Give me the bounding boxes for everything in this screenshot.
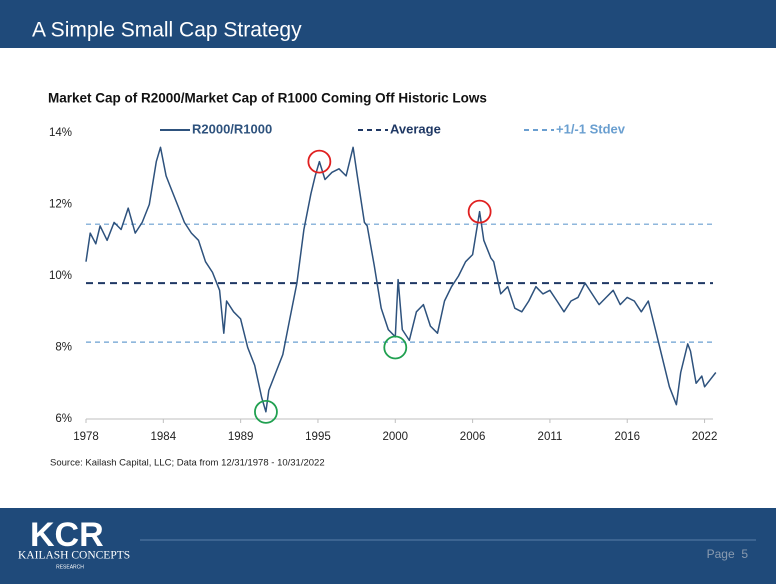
legend-label: Average [390, 121, 441, 136]
highlight-circle [467, 199, 492, 224]
page-number: Page 5 [707, 547, 749, 561]
highlight-circle [254, 399, 278, 424]
chart: 6% 8% 10% 12% 14% 1978 1984 1989 1995 2000 2006 201… [49, 121, 717, 443]
x-tick-label: 2006 [460, 431, 486, 443]
source-note: Source: Kailash Capital, LLC; Data from … [50, 458, 325, 469]
footer-band [0, 508, 776, 584]
y-tick-label: 6% [55, 413, 72, 425]
legend-label: +1/-1 Stdev [556, 121, 626, 136]
y-tick-label: 12% [49, 199, 72, 211]
chart-title: Market Cap of R2000/Market Cap of R1000 … [48, 91, 487, 106]
header-band [0, 0, 776, 48]
company-tagline: RESEARCH [56, 564, 84, 570]
x-tick-label: 2016 [614, 431, 640, 443]
x-tick-label: 1995 [305, 431, 331, 443]
y-tick-label: 10% [49, 270, 72, 282]
y-tick-label: 8% [55, 342, 72, 354]
x-tick-label: 2000 [382, 431, 408, 443]
company-name: KAILASH CONCEPTS [18, 550, 130, 562]
slide-title: A Simple Small Cap Strategy [32, 19, 302, 42]
x-tick-label: 1989 [228, 431, 254, 443]
highlight-circle [307, 149, 332, 174]
legend-label: R2000/R1000 [192, 121, 272, 136]
logo: KCR [30, 516, 104, 554]
x-tick-label: 1984 [151, 431, 177, 443]
highlight-circle [383, 335, 408, 360]
x-tick-label: 1978 [73, 431, 99, 443]
y-tick-label: 14% [49, 127, 72, 139]
x-tick-label: 2011 [538, 431, 563, 443]
x-tick-label: 2022 [692, 431, 718, 443]
